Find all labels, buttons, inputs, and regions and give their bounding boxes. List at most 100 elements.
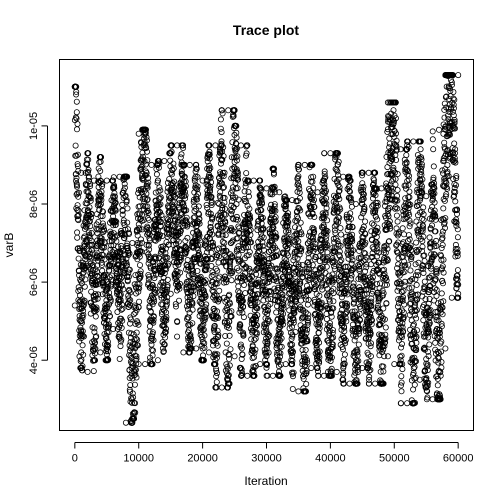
data-point [134,232,141,239]
data-point [113,218,120,225]
data-point [222,232,229,239]
data-point [218,212,225,219]
data-point [127,289,134,296]
data-point [248,336,255,343]
data-point [86,204,93,211]
data-point [230,228,237,235]
data-point [135,304,142,311]
data-point [110,213,117,220]
data-point [280,296,287,303]
data-point [146,237,153,244]
data-point [271,201,278,208]
data-point [126,386,133,393]
data-point [203,259,210,266]
data-point [118,324,125,331]
data-point [211,328,218,335]
data-point [152,253,159,260]
data-point [271,206,278,213]
data-point [251,336,258,343]
data-point [210,242,217,249]
data-point [107,296,114,303]
data-point [183,284,190,291]
data-point [99,220,106,227]
data-point [254,305,261,312]
data-point [232,154,239,161]
data-point [243,198,250,205]
data-point [264,267,271,274]
data-point [187,321,194,328]
data-point [285,241,292,248]
data-point [108,242,115,249]
data-point [252,346,259,353]
data-point [191,283,198,290]
data-point [79,342,86,349]
data-point [76,189,83,196]
data-point [275,368,282,375]
data-point [241,211,248,218]
data-point [144,197,151,204]
data-point [236,225,243,232]
data-point [289,370,296,377]
data-point [250,354,257,361]
data-point [187,331,194,338]
data-point [81,225,88,232]
data-point [125,249,132,256]
data-point [151,223,158,230]
data-point [221,194,228,201]
data-point [126,266,133,273]
data-point [149,347,156,354]
chart-title: Trace plot [233,22,299,38]
data-point [82,256,89,263]
data-point [133,353,140,360]
data-point [280,275,287,282]
data-point [182,178,189,185]
data-point [88,214,95,221]
data-point [75,193,82,200]
data-point [271,189,278,196]
data-point [144,157,151,164]
data-point [215,314,222,321]
data-point [270,171,277,178]
data-point [164,294,171,301]
data-point [246,212,253,219]
data-point [171,188,178,195]
data-point [107,313,114,320]
data-point [136,203,143,210]
data-point [103,301,110,308]
data-point [240,244,247,251]
data-point [117,297,124,304]
data-point [165,260,172,267]
data-point [74,234,81,241]
data-point [133,374,140,381]
data-point [258,226,265,233]
data-point [239,275,246,282]
data-point [186,309,193,316]
data-point [106,293,113,300]
data-point [176,258,183,265]
data-point [235,258,242,265]
data-point [245,188,252,195]
data-point [144,203,151,210]
data-point [276,353,283,360]
data-point [194,275,201,282]
data-point [123,198,130,205]
data-point [208,179,215,186]
data-point [170,192,177,199]
data-point [129,419,136,426]
data-point [90,368,97,375]
data-point [253,321,260,328]
data-point [81,207,88,214]
data-point [131,381,138,388]
data-point [216,287,223,294]
data-point [244,202,251,209]
data-point [255,244,262,251]
data-point [132,366,139,373]
data-point [112,217,119,224]
data-point [184,234,191,241]
data-point [95,291,102,298]
data-point [130,349,137,356]
data-point [162,255,169,262]
data-point [202,280,209,287]
data-point [181,184,188,191]
data-point [226,332,233,339]
